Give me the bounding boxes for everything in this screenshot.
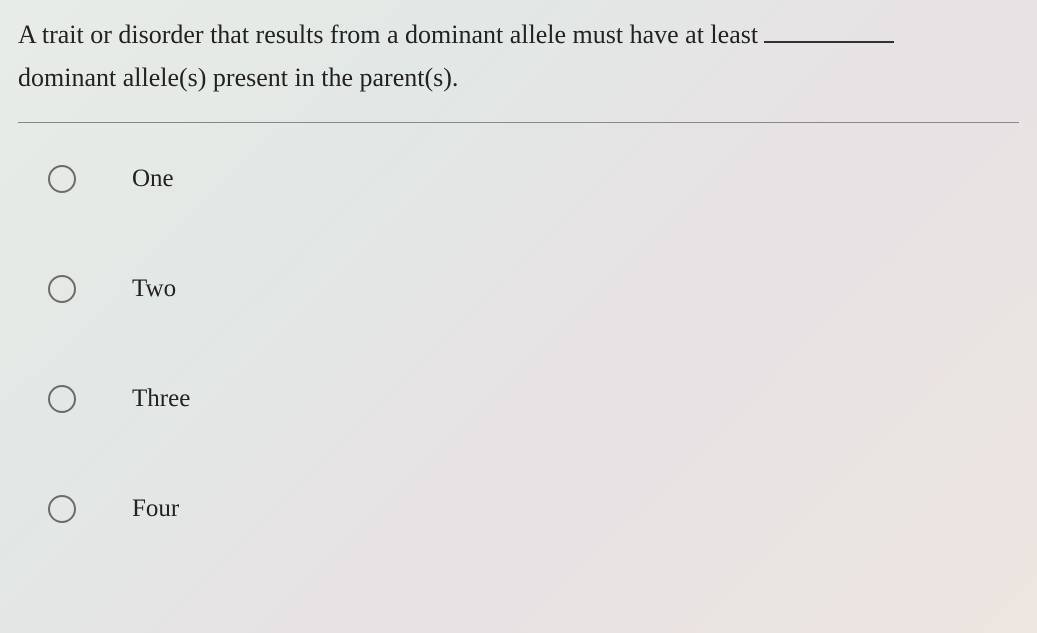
radio-button-three[interactable] bbox=[48, 385, 76, 413]
option-row[interactable]: Three bbox=[48, 385, 1019, 413]
radio-button-one[interactable] bbox=[48, 165, 76, 193]
question-text-after: dominant allele(s) present in the parent… bbox=[18, 63, 458, 92]
question-text: A trait or disorder that results from a … bbox=[18, 14, 1019, 100]
option-row[interactable]: Four bbox=[48, 495, 1019, 523]
radio-button-two[interactable] bbox=[48, 275, 76, 303]
option-label: One bbox=[132, 165, 174, 193]
radio-button-four[interactable] bbox=[48, 495, 76, 523]
fill-in-blank bbox=[764, 41, 894, 43]
question-text-before: A trait or disorder that results from a … bbox=[18, 20, 758, 49]
option-label: Four bbox=[132, 495, 179, 523]
option-label: Three bbox=[132, 385, 190, 413]
option-label: Two bbox=[132, 275, 176, 303]
options-group: One Two Three Four bbox=[18, 123, 1019, 523]
option-row[interactable]: Two bbox=[48, 275, 1019, 303]
option-row[interactable]: One bbox=[48, 165, 1019, 193]
